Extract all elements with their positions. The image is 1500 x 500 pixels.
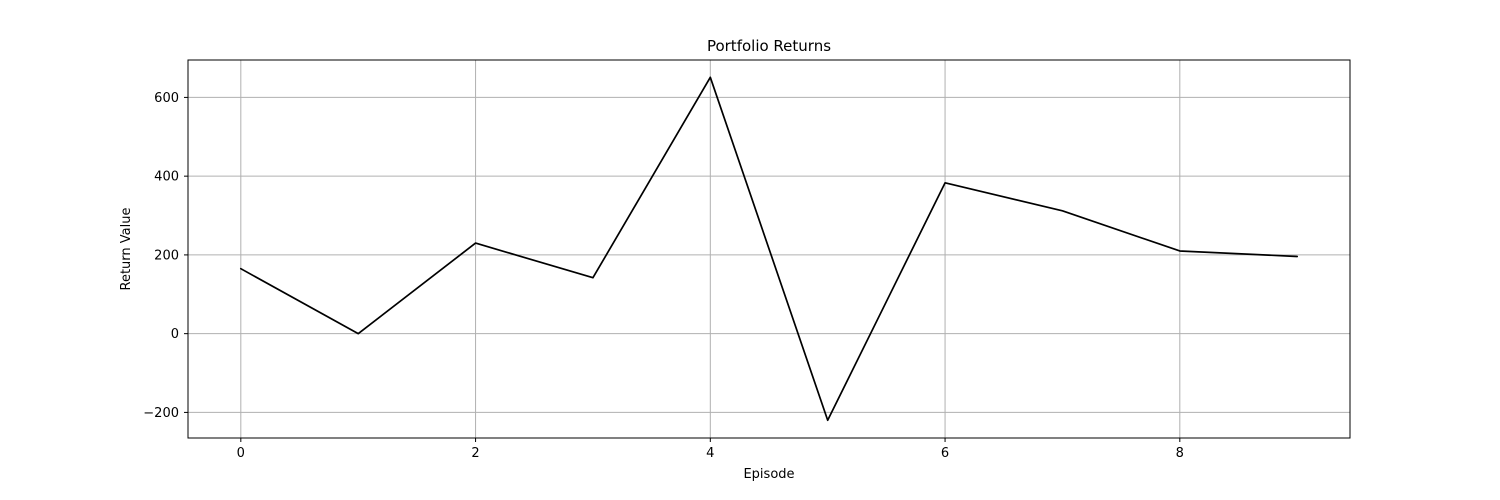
x-tick-label: 0 <box>237 446 245 461</box>
axis-ticks: 0 2 4 6 8 −200 0 200 400 600 <box>143 91 1184 461</box>
x-tick-label: 6 <box>941 446 949 461</box>
grid <box>188 60 1350 438</box>
series-group <box>239 76 1299 422</box>
plot-frame <box>187 59 1351 439</box>
chart-title: Portfolio Returns <box>707 37 831 55</box>
y-tick-label: 0 <box>171 327 179 342</box>
y-tick-label: 600 <box>154 91 179 106</box>
y-tick-label: 200 <box>154 248 179 263</box>
y-axis-label: Return Value <box>119 208 134 291</box>
x-axis-label: Episode <box>743 467 794 482</box>
y-tick-label: 400 <box>154 170 179 185</box>
x-tick-label: 2 <box>471 446 479 461</box>
series-line-0 <box>239 76 1299 422</box>
y-tick-label: −200 <box>143 406 179 421</box>
x-tick-label: 8 <box>1176 446 1184 461</box>
x-tick-label: 4 <box>706 446 714 461</box>
